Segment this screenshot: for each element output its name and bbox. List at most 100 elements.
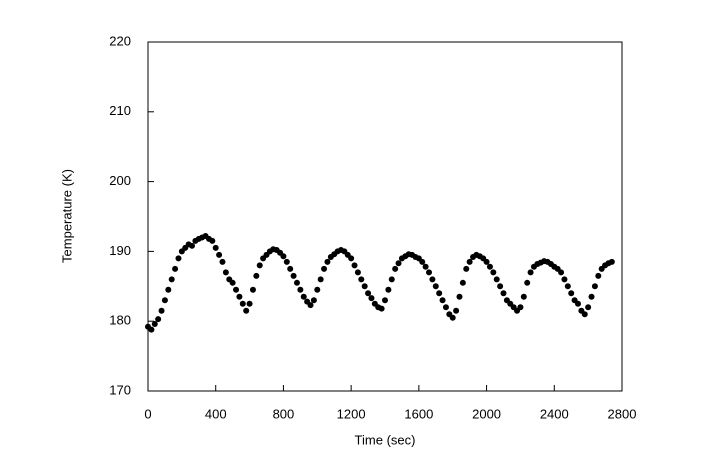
x-tick-label: 2800 (608, 406, 637, 421)
x-tick-label: 2400 (540, 406, 569, 421)
data-point (158, 307, 165, 314)
data-point (307, 302, 314, 309)
data-point (165, 286, 172, 293)
data-point (148, 326, 155, 333)
data-point (189, 242, 196, 249)
data-point (456, 293, 463, 300)
y-tick-label: 220 (109, 33, 131, 48)
data-point (568, 290, 575, 297)
data-point (317, 276, 324, 283)
data-point (395, 260, 402, 267)
data-point (168, 276, 175, 283)
data-point (591, 283, 598, 290)
data-point (280, 253, 287, 260)
y-tick-label: 170 (109, 382, 131, 397)
data-point (493, 276, 500, 283)
data-point (439, 297, 446, 304)
data-point (287, 265, 294, 272)
data-point (222, 269, 229, 276)
data-point (249, 286, 256, 293)
data-point (585, 304, 592, 311)
data-point (517, 304, 524, 311)
y-tick-label: 180 (109, 313, 131, 328)
data-point (490, 269, 497, 276)
data-point (233, 286, 240, 293)
data-point (463, 265, 470, 272)
data-point (422, 263, 429, 270)
data-point (155, 316, 162, 323)
data-point (392, 265, 399, 272)
data-point (246, 300, 253, 307)
x-tick-label: 400 (205, 406, 227, 421)
data-point (229, 279, 236, 286)
y-tick-label: 190 (109, 243, 131, 258)
data-point (365, 290, 372, 297)
data-point (436, 290, 443, 297)
data-point (368, 295, 375, 302)
data-point (300, 293, 307, 300)
data-point (314, 286, 321, 293)
data-point (574, 300, 581, 307)
data-point (243, 307, 250, 314)
data-point (236, 293, 243, 300)
y-tick-label: 200 (109, 173, 131, 188)
data-point (212, 244, 219, 251)
data-point (378, 305, 385, 312)
x-tick-label: 1600 (404, 406, 433, 421)
x-tick-label: 2000 (472, 406, 501, 421)
data-point (432, 283, 439, 290)
data-point (442, 304, 449, 311)
x-tick-label: 800 (273, 406, 295, 421)
data-point (429, 276, 436, 283)
data-point (388, 276, 395, 283)
data-point (595, 272, 602, 279)
data-point (486, 263, 493, 270)
data-point (361, 283, 368, 290)
data-point (351, 262, 358, 269)
data-point (354, 269, 361, 276)
data-point (497, 283, 504, 290)
data-point (419, 258, 426, 265)
data-point (483, 258, 490, 265)
data-point (324, 258, 331, 265)
data-point (459, 279, 466, 286)
data-point (520, 293, 527, 300)
data-point (453, 307, 460, 314)
data-point (253, 272, 260, 279)
data-point (161, 297, 168, 304)
data-point (175, 255, 182, 262)
data-point (297, 286, 304, 293)
data-point (209, 237, 216, 244)
x-tick-label: 0 (144, 406, 151, 421)
data-point (527, 269, 534, 276)
x-axis-label: Time (sec) (355, 432, 416, 447)
plot-frame (147, 41, 623, 392)
data-point (219, 258, 226, 265)
data-point (466, 258, 473, 265)
data-point (239, 300, 246, 307)
data-point (256, 262, 263, 269)
data-point (385, 286, 392, 293)
data-point (558, 269, 565, 276)
data-point (321, 265, 328, 272)
data-point (348, 255, 355, 262)
data-point (588, 293, 595, 300)
data-point (608, 258, 615, 265)
data-point (293, 279, 300, 286)
data-point (172, 265, 179, 272)
data-point (500, 290, 507, 297)
data-point (561, 276, 568, 283)
data-point (151, 320, 158, 327)
y-axis-label: Temperature (K) (59, 169, 74, 263)
data-point (449, 314, 456, 321)
data-point (426, 269, 433, 276)
data-point (283, 258, 290, 265)
data-point (581, 311, 588, 318)
data-point (358, 276, 365, 283)
data-point (524, 279, 531, 286)
data-point (290, 272, 297, 279)
y-tick-label: 210 (109, 103, 131, 118)
data-point (382, 297, 388, 304)
data-point (564, 283, 571, 290)
